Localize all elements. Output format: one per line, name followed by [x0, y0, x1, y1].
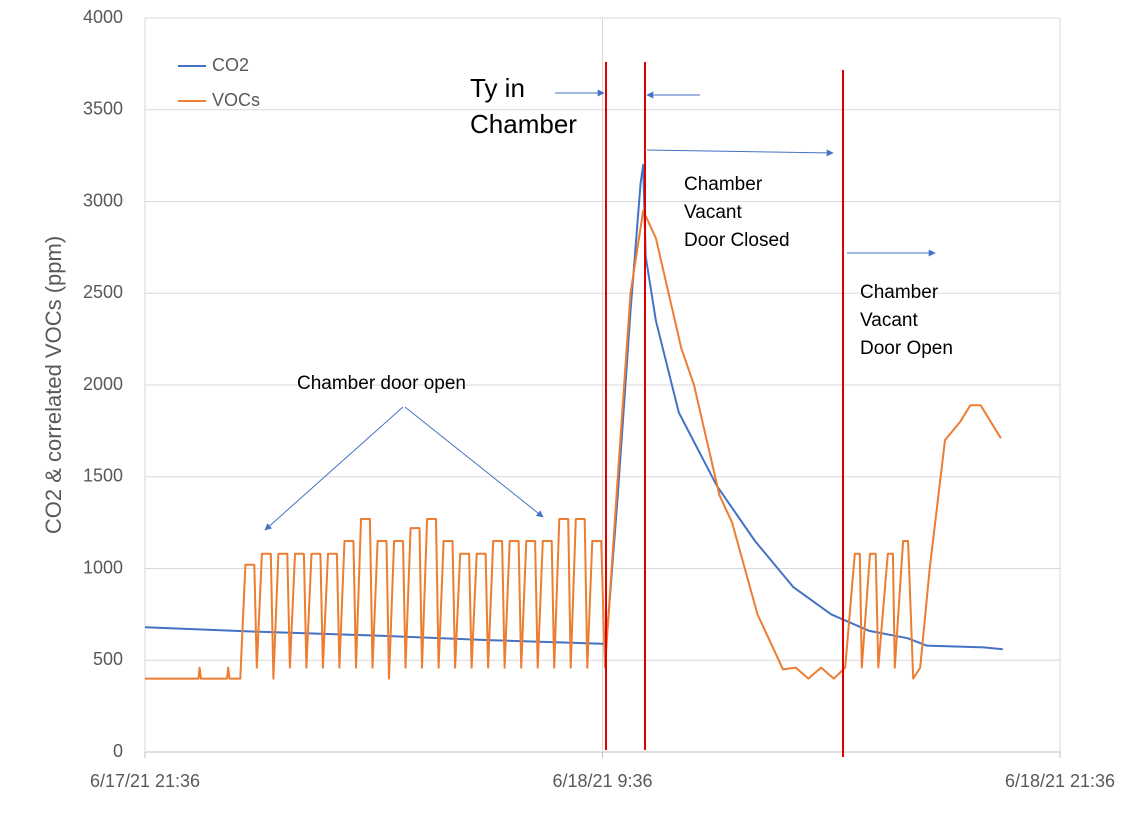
annotation: Door Open — [860, 338, 953, 359]
grid — [144, 17, 1061, 758]
x-tick-label: 6/18/21 21:36 — [1005, 771, 1115, 791]
annotation: Door Closed — [684, 230, 790, 251]
y-tick-label: 3000 — [83, 190, 123, 210]
arrow — [404, 406, 544, 518]
annotation: Chamber door open — [297, 373, 466, 394]
y-tick-label: 0 — [113, 741, 123, 761]
series-line — [144, 163, 1003, 651]
x-tick-label: 6/17/21 21:36 — [90, 771, 200, 791]
annotation: Chamber — [684, 174, 763, 195]
y-tick-label: 2000 — [83, 374, 123, 394]
legend-label: CO2 — [212, 55, 249, 75]
y-tick-label: 1000 — [83, 557, 123, 577]
annotation: Chamber — [860, 282, 939, 303]
annotation: Vacant — [860, 310, 918, 331]
annotation: Chamber — [470, 109, 577, 139]
y-tick-label: 4000 — [83, 7, 123, 27]
y-tick-label: 500 — [93, 649, 123, 669]
arrows — [264, 89, 936, 531]
arrow — [646, 149, 834, 157]
legend-label: VOCs — [212, 90, 260, 110]
y-tick-label: 2500 — [83, 282, 123, 302]
x-tick-label: 6/18/21 9:36 — [552, 771, 652, 791]
series-line — [145, 209, 1002, 680]
annotation: Vacant — [684, 202, 742, 223]
plot — [144, 163, 1003, 680]
y-axis-label: CO2 & correlated VOCs (ppm) — [41, 236, 66, 534]
y-tick-label: 3500 — [83, 99, 123, 119]
y-tick-label: 1500 — [83, 466, 123, 486]
arrow — [264, 406, 404, 531]
event-lines — [605, 62, 844, 757]
annotation: Ty in — [470, 73, 525, 103]
